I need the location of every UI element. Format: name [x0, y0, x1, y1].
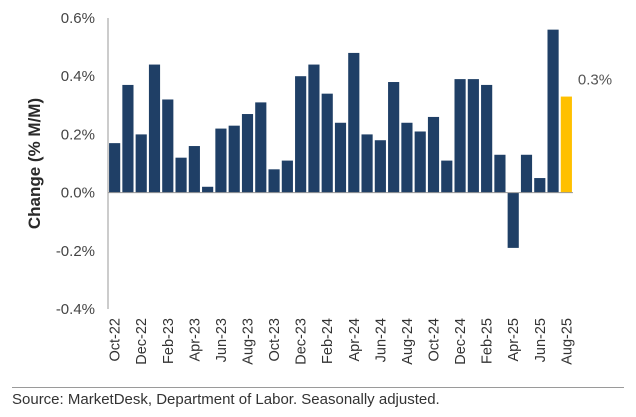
bar — [520, 154, 533, 193]
bar — [295, 76, 307, 193]
x-tick-label: Dec-23 — [294, 318, 310, 365]
x-tick-label: Feb-25 — [480, 318, 496, 364]
bar — [148, 64, 161, 193]
bar — [507, 192, 519, 248]
bar — [268, 169, 280, 193]
bar — [255, 102, 267, 193]
y-tick-label: 0.6% — [61, 10, 95, 27]
bar — [427, 116, 440, 193]
y-tick-label: 0.2% — [61, 126, 95, 143]
bar — [215, 128, 227, 193]
x-tick-label: Jun-25 — [533, 318, 549, 362]
bar — [321, 93, 333, 193]
bar — [188, 146, 200, 193]
bar — [414, 131, 426, 193]
y-tick-label: 0.0% — [61, 185, 95, 202]
bar-highlight — [560, 96, 572, 193]
bar — [308, 64, 320, 193]
bar — [281, 160, 293, 193]
bar — [467, 79, 479, 193]
x-tick-label: Aug-23 — [241, 318, 257, 365]
bar — [481, 84, 493, 193]
y-tick-label: -0.2% — [56, 243, 95, 260]
bar — [109, 143, 121, 193]
bar — [494, 154, 506, 193]
x-tick-label: Feb-23 — [161, 318, 177, 364]
bar — [361, 134, 373, 193]
x-tick-label: Apr-24 — [347, 318, 363, 362]
x-tick-label: Feb-24 — [320, 318, 336, 364]
bar — [162, 99, 174, 193]
x-tick-label: Oct-22 — [108, 318, 124, 362]
bar — [401, 122, 413, 193]
source-divider — [12, 387, 624, 388]
bar — [348, 52, 360, 193]
x-tick-label: Aug-25 — [559, 318, 575, 365]
x-tick-label: Aug-24 — [400, 318, 416, 365]
y-axis-title: Change (% M/M) — [25, 98, 44, 229]
bar — [374, 140, 386, 193]
x-tick-label: Apr-25 — [506, 318, 522, 362]
bar — [441, 160, 453, 193]
y-tick-label: 0.4% — [61, 68, 95, 85]
y-tick-label: -0.4% — [56, 301, 95, 318]
x-tick-label: Jun-23 — [214, 318, 230, 362]
x-tick-label: Dec-24 — [453, 318, 469, 365]
bar — [388, 82, 400, 193]
bar — [122, 84, 134, 193]
highlight-value-label: 0.3% — [578, 72, 612, 89]
chart: 0.6% 0.4% 0.2% 0.0% -0.2% -0.4% Change (% M/M)… — [25, 10, 612, 365]
bar — [228, 125, 240, 193]
bar — [202, 186, 214, 193]
x-tick-label: Jun-24 — [373, 318, 389, 362]
x-tick-label: Dec-22 — [134, 318, 150, 365]
x-tick-label: Apr-23 — [187, 318, 203, 362]
x-tick-label: Oct-23 — [267, 318, 283, 362]
bar — [454, 79, 466, 193]
bar — [135, 134, 147, 193]
bar — [241, 114, 254, 193]
source-note: Source: MarketDesk, Department of Labor.… — [12, 391, 440, 408]
bar — [547, 29, 559, 193]
bar — [175, 157, 187, 193]
x-tick-label: Oct-24 — [427, 318, 443, 362]
bar — [334, 122, 347, 193]
bar — [534, 178, 546, 193]
